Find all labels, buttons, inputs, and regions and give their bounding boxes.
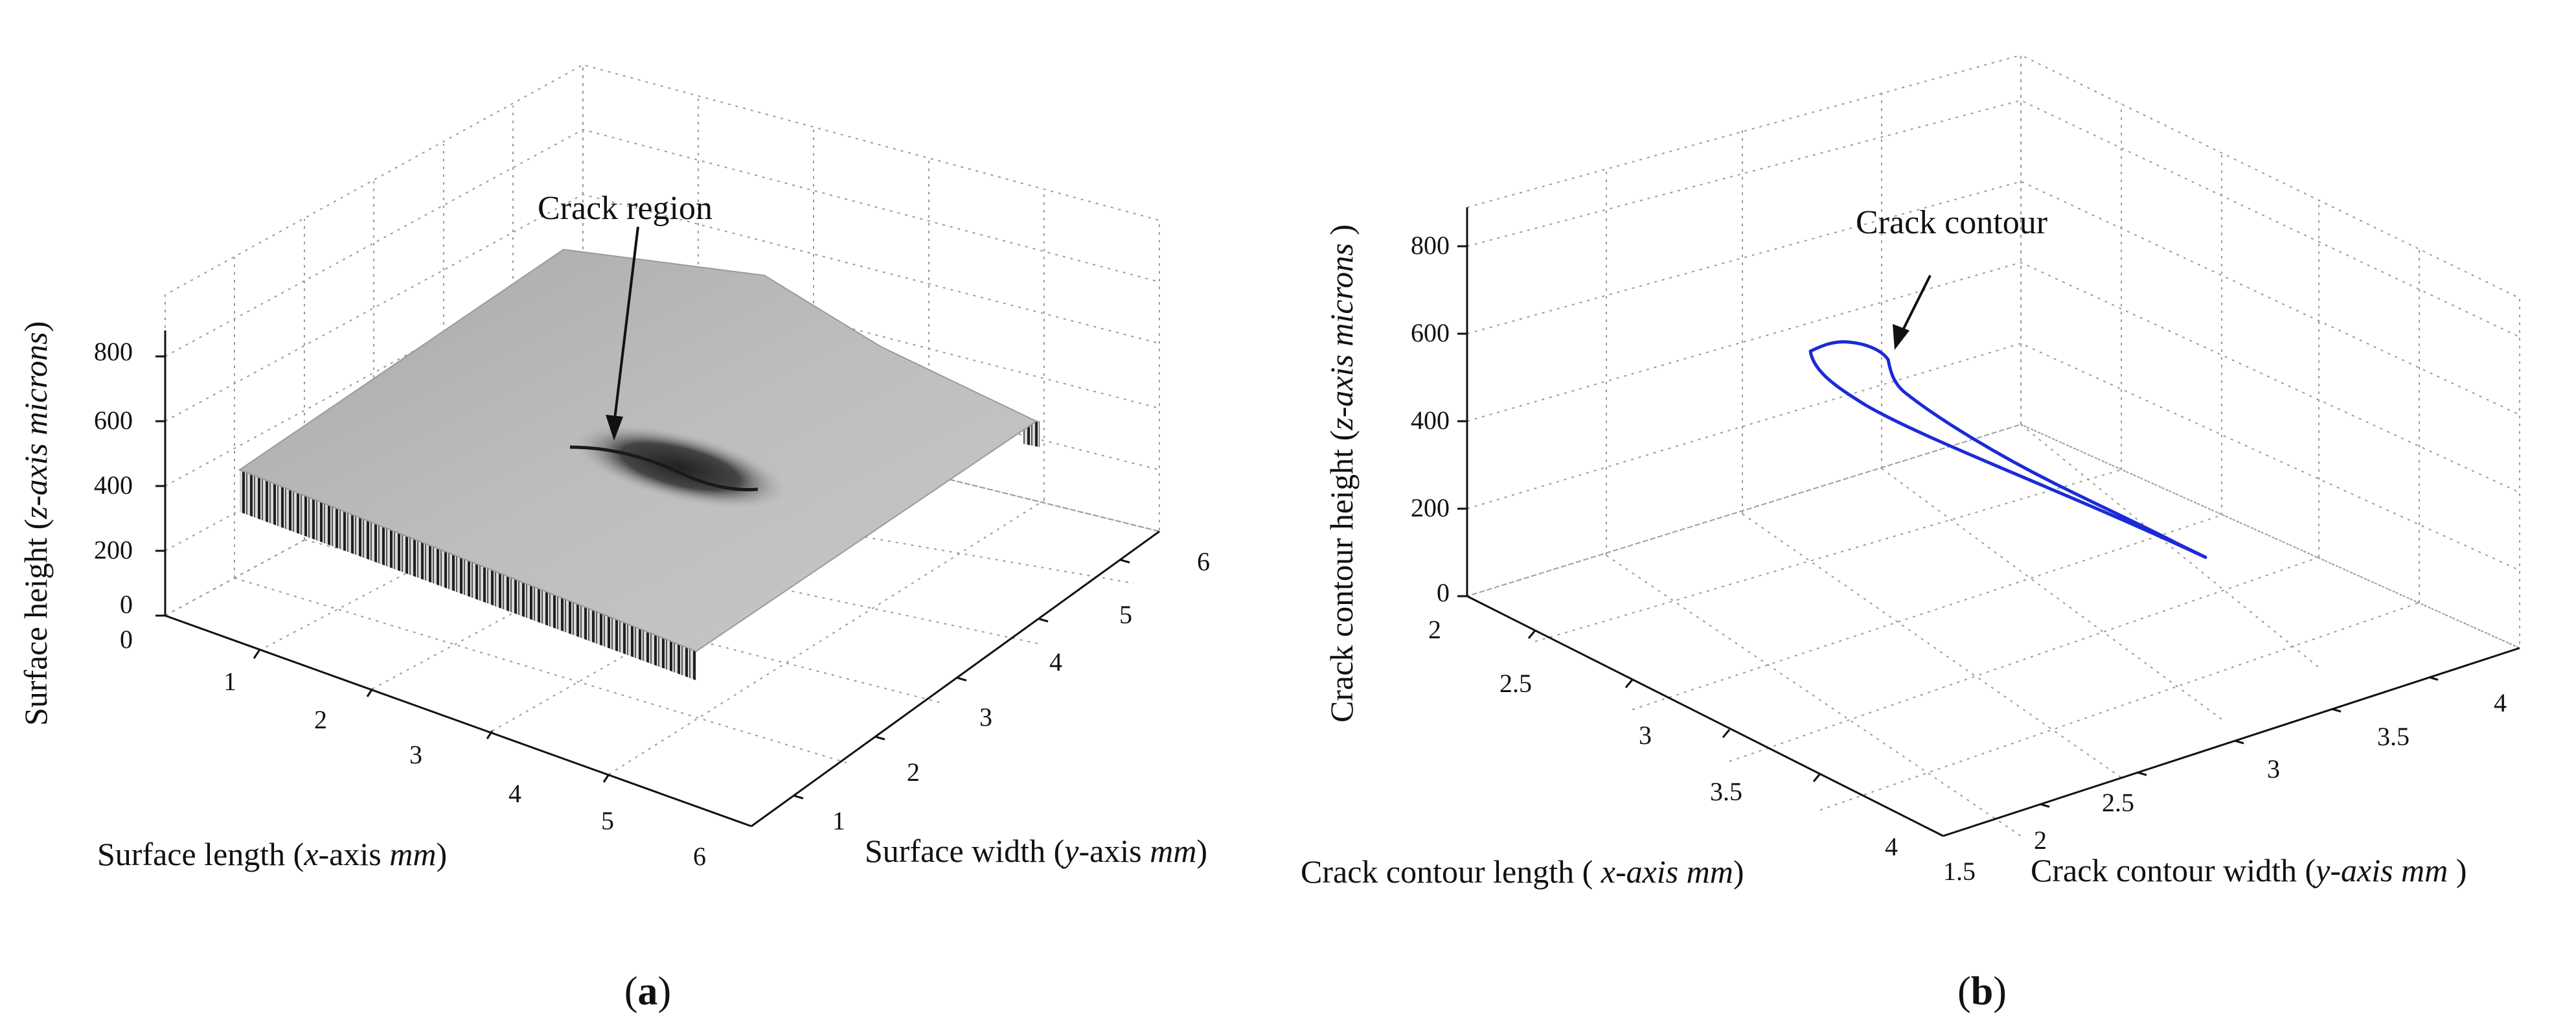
z-tick-label: 400 [94, 470, 133, 500]
x-tick-label: 5 [601, 806, 614, 835]
y-tick-label: 6 [1197, 547, 1210, 576]
x-axis-label-b: Crack contour length ( x-axis mm) [1301, 853, 1744, 890]
z-axis-label-a: Surface height (z-axis microns) [17, 321, 54, 726]
z-tick-label: 400 [1411, 406, 1450, 435]
y-tick-label: 4 [2494, 688, 2507, 717]
y-tick-label: 2 [2034, 826, 2047, 855]
surface-front-side [240, 470, 696, 680]
caption-a: (a) [624, 969, 671, 1014]
crack-region-label: Crack region [538, 190, 712, 227]
crack-line [569, 445, 758, 492]
crack-contour-line [1808, 340, 2207, 559]
x-tick-label: 6 [693, 842, 706, 871]
x-axis-label-a: Surface length (x-axis mm) [97, 836, 447, 872]
y-tick-label: 1 [832, 806, 845, 835]
panel-b-y-ticks: 1.5 2 2.5 3 3.5 4 [1943, 676, 2507, 886]
caption-b: (b) [1957, 969, 2007, 1014]
y-tick-label: 3.5 [2377, 722, 2410, 751]
z-axis-label-b: Crack contour height (z-axis microns ) [1323, 224, 1360, 723]
panel-b-axes [1466, 207, 2520, 837]
x-tick-label: 4 [508, 779, 521, 808]
z-tick-label: 600 [1411, 318, 1450, 347]
crack-contour-annotation: Crack contour [1856, 204, 2047, 350]
y-tick-label: 3 [2267, 754, 2280, 783]
y-axis-label-a: Surface width (y-axis mm) [865, 833, 1207, 869]
panel-a: 0 200 400 600 800 0 1 2 3 4 5 6 1 [17, 64, 1210, 1014]
panel-a-z-ticks: 0 200 400 600 800 [94, 337, 165, 619]
panel-a-x-ticks: 0 1 2 3 4 5 6 [120, 625, 706, 871]
x-tick-label: 2.5 [1499, 669, 1532, 698]
y-axis-label-b: Crack contour width (y-axis mm ) [2031, 852, 2467, 888]
crack-region-annotation: Crack region [538, 190, 712, 441]
x-tick-label: 1 [223, 667, 236, 696]
crack-contour-label: Crack contour [1856, 204, 2047, 241]
x-tick-label: 3.5 [1710, 777, 1742, 806]
z-tick-label: 200 [1411, 493, 1450, 522]
z-tick-label: 800 [94, 337, 133, 366]
panel-b: 0 200 400 600 800 2 2.5 3 3.5 4 1.5 2 [1301, 54, 2520, 1014]
surface-plot [238, 248, 1040, 680]
panel-b-x-ticks: 2 2.5 3 3.5 4 [1428, 615, 1898, 861]
y-tick-label: 4 [1049, 647, 1062, 677]
y-tick-label: 5 [1119, 600, 1132, 629]
panel-a-axes [164, 330, 1160, 828]
x-tick-label: 0 [120, 625, 133, 654]
x-tick-label: 3 [1639, 721, 1652, 750]
x-tick-label: 4 [1885, 832, 1898, 861]
x-tick-label: 2 [1428, 615, 1441, 644]
y-tick-label: 3 [979, 702, 992, 732]
z-tick-label: 0 [1437, 578, 1450, 607]
z-tick-label: 200 [94, 535, 133, 564]
y-tick-label: 2 [907, 758, 920, 787]
x-tick-label: 2 [314, 705, 327, 734]
y-tick-label: 1.5 [1943, 857, 1976, 886]
z-tick-label: 600 [94, 406, 133, 435]
x-tick-label: 3 [409, 740, 422, 769]
panel-b-grid [1466, 54, 2520, 837]
panel-a-y-ticks: 1 2 3 4 5 6 [793, 547, 1210, 835]
panel-b-z-ticks: 0 200 400 600 800 [1411, 231, 1467, 607]
y-tick-label: 2.5 [2102, 788, 2134, 817]
z-tick-label: 0 [120, 590, 133, 619]
z-tick-label: 800 [1411, 231, 1450, 260]
